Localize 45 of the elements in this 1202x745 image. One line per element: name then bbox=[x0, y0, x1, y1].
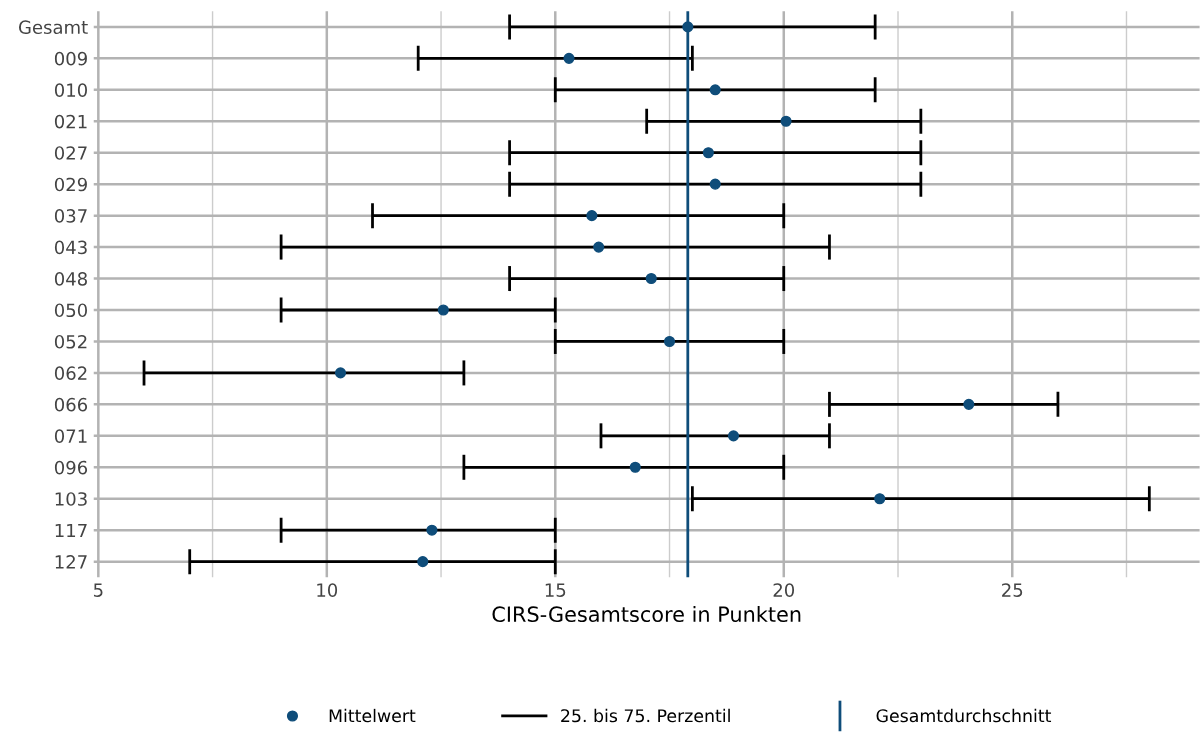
point bbox=[702, 147, 714, 159]
y-tick-label: 052 bbox=[54, 334, 87, 349]
point bbox=[727, 430, 740, 442]
point bbox=[417, 556, 429, 568]
point bbox=[682, 21, 694, 33]
point bbox=[586, 210, 598, 222]
y-tick-label: 009 bbox=[54, 51, 87, 66]
point bbox=[963, 398, 975, 410]
x-tick-label: 15 bbox=[545, 583, 566, 597]
text: 25. bis 75. Perzentil bbox=[561, 708, 730, 723]
x-tick-label: 25 bbox=[1002, 583, 1023, 597]
y-tick-label: 029 bbox=[54, 177, 87, 192]
legend-label: Gesamtdurchschnitt bbox=[876, 708, 1052, 723]
point bbox=[629, 461, 641, 473]
point bbox=[563, 52, 575, 64]
y-tick-label: 066 bbox=[54, 397, 88, 412]
point bbox=[437, 304, 449, 316]
y-tick-label: 062 bbox=[54, 366, 87, 381]
point bbox=[874, 493, 886, 505]
legend-label: Mittelwert bbox=[329, 708, 416, 723]
y-tick-label: 043 bbox=[54, 240, 87, 255]
y-tick-label: 071 bbox=[54, 429, 87, 443]
y-tick-label: 037 bbox=[54, 209, 87, 223]
x-tick-label: 10 bbox=[317, 583, 338, 597]
y-tick-label: Gesamt bbox=[18, 20, 88, 35]
x-axis-title: CIRS-Gesamtscore in Punkten bbox=[492, 605, 801, 623]
point bbox=[663, 335, 676, 348]
point bbox=[645, 272, 657, 285]
y-tick-label: 096 bbox=[54, 460, 88, 475]
y-tick-label: 027 bbox=[54, 146, 87, 160]
y-tick-label: 048 bbox=[54, 272, 87, 286]
point bbox=[709, 84, 721, 96]
y-tick-label: 127 bbox=[55, 555, 87, 569]
x-tick-label: 5 bbox=[93, 583, 103, 597]
point bbox=[426, 524, 438, 536]
y-tick-label: 050 bbox=[54, 303, 87, 318]
y-tick-label: 117 bbox=[55, 523, 87, 538]
y-tick-label: 021 bbox=[54, 114, 87, 129]
point bbox=[334, 367, 347, 379]
y-tick-label: 103 bbox=[55, 492, 87, 506]
y-tick-label: 010 bbox=[54, 83, 87, 97]
point bbox=[780, 115, 792, 127]
point bbox=[709, 178, 721, 190]
point bbox=[593, 241, 605, 253]
x-tick-label: 20 bbox=[773, 583, 795, 597]
